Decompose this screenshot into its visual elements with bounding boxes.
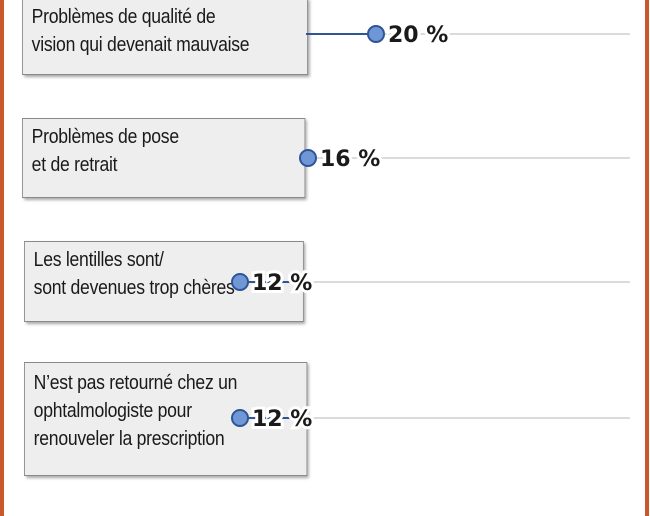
- category-box-2: Problèmes de pose et de retrait: [22, 118, 306, 198]
- data-point-2: [299, 149, 317, 167]
- frame-border-right: [645, 0, 649, 516]
- value-label-3: 12 %: [252, 271, 312, 296]
- category-label-4-line-1: N’est pas retourné chez un: [33, 372, 238, 394]
- category-label-4-line-2: ophtalmologiste pour: [33, 400, 192, 422]
- category-label-3-line-1: Les lentilles sont/: [33, 249, 164, 271]
- category-box-4: N’est pas retourné chez un ophtalmologis…: [24, 362, 308, 476]
- value-label-4: 12 %: [252, 407, 312, 432]
- data-point-1: [367, 25, 385, 43]
- category-label-3-line-2: sont devenues trop chères: [33, 277, 235, 299]
- category-label-4-line-3: renouveler la prescription: [33, 428, 225, 450]
- category-label-2-line-1: Problèmes de pose: [31, 126, 179, 148]
- category-label-2-line-2: et de retrait: [31, 154, 118, 176]
- data-point-3: [231, 273, 249, 291]
- category-label-1-line-2: vision qui devenait mauvaise: [31, 34, 250, 56]
- value-label-2: 16 %: [320, 147, 380, 172]
- frame-border-left: [0, 0, 4, 516]
- category-label-1-line-1: Problèmes de qualité de: [31, 6, 216, 28]
- data-point-4: [231, 409, 249, 427]
- category-box-1: Problèmes de qualité de vision qui deven…: [22, 0, 308, 75]
- value-label-1: 20 %: [388, 23, 448, 48]
